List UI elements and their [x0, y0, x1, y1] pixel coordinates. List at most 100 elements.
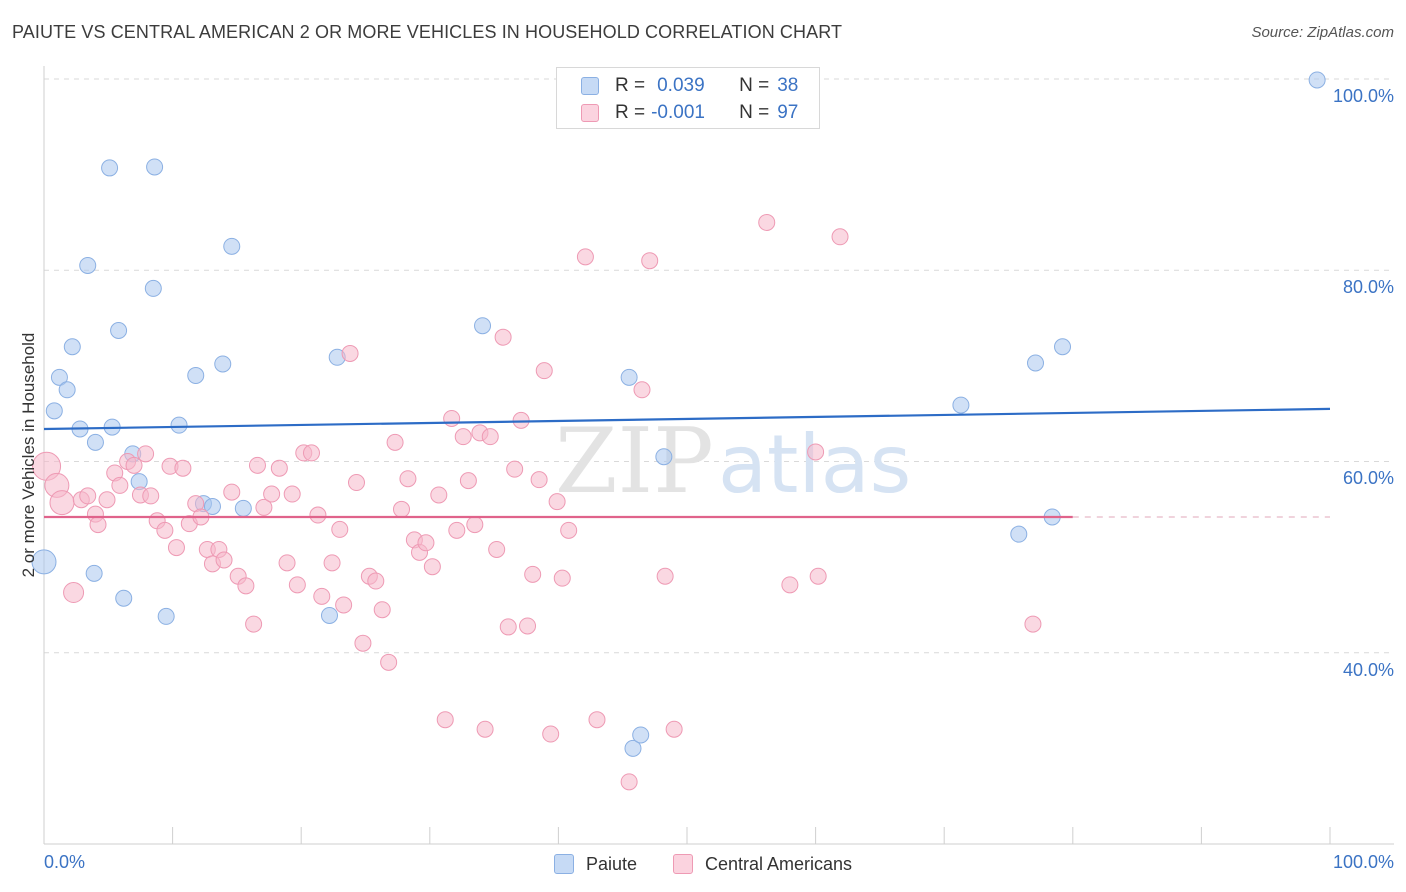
- data-point: [156, 521, 174, 539]
- n-value: 38: [777, 75, 799, 96]
- data-point: [576, 248, 594, 266]
- data-point: [85, 564, 103, 582]
- y-tick-label: 40.0%: [1342, 660, 1394, 680]
- data-point: [223, 483, 241, 501]
- source-label: Source: ZipAtlas.com: [1251, 24, 1394, 41]
- data-point: [393, 500, 411, 518]
- data-point: [548, 493, 566, 511]
- data-point: [270, 459, 288, 477]
- data-point: [110, 321, 128, 339]
- data-point: [248, 456, 266, 474]
- stats-row-paiute: R = 0.039 N = 38: [581, 74, 798, 98]
- data-point: [488, 540, 506, 558]
- data-point: [215, 551, 233, 569]
- r-value: 0.039: [657, 75, 705, 96]
- data-point: [354, 634, 372, 652]
- legend-item-paiute: Paiute: [553, 853, 637, 875]
- data-point: [335, 596, 353, 614]
- paiute-points: [31, 71, 1326, 757]
- data-point: [283, 485, 301, 503]
- n-value: 97: [777, 102, 799, 123]
- data-point: [79, 256, 97, 274]
- grid-layer: [44, 78, 1394, 654]
- data-point: [665, 720, 683, 738]
- data-point: [86, 433, 104, 451]
- y-tick-label: 60.0%: [1342, 468, 1394, 488]
- paiute-swatch: [581, 77, 599, 95]
- legend-item-central-americans: Central Americans: [672, 853, 853, 875]
- data-point: [373, 601, 391, 619]
- data-point: [223, 237, 241, 255]
- data-point: [1308, 71, 1326, 89]
- data-point: [237, 577, 255, 595]
- data-point: [1054, 338, 1072, 356]
- data-point: [831, 228, 849, 246]
- data-point: [323, 554, 341, 572]
- data-point: [187, 366, 205, 384]
- data-point: [214, 355, 232, 373]
- watermark: ZIP atlas: [555, 409, 911, 514]
- data-point: [98, 491, 116, 509]
- legend-label: Central Americans: [704, 853, 853, 874]
- paiute-swatch: [553, 854, 574, 874]
- central-americans-swatch: [581, 104, 599, 122]
- y-tick-label: 100.0%: [1332, 86, 1394, 106]
- data-point: [31, 549, 57, 575]
- data-point: [167, 539, 185, 557]
- data-point: [45, 402, 63, 420]
- data-point: [255, 498, 273, 516]
- data-point: [758, 213, 776, 231]
- data-point: [203, 497, 221, 515]
- data-point: [436, 711, 454, 729]
- data-point: [89, 516, 107, 534]
- data-point: [63, 582, 85, 604]
- data-point: [524, 565, 542, 583]
- data-point: [809, 567, 827, 585]
- data-point: [320, 606, 338, 624]
- data-point: [553, 569, 571, 587]
- data-point: [341, 344, 359, 362]
- data-point: [430, 486, 448, 504]
- r-value: -0.001: [651, 102, 705, 123]
- data-point: [170, 416, 188, 434]
- central-americans-points: [32, 213, 1042, 791]
- data-point: [125, 456, 143, 474]
- data-point: [474, 317, 492, 335]
- trend-lines: [43, 407, 1331, 519]
- watermark-atlas: atlas: [718, 418, 911, 511]
- data-point: [530, 471, 548, 489]
- data-point: [417, 534, 435, 552]
- data-point: [157, 607, 175, 625]
- data-point: [641, 252, 659, 270]
- data-point: [234, 499, 252, 517]
- data-point: [144, 279, 162, 297]
- data-point: [506, 460, 524, 478]
- data-point: [142, 487, 160, 505]
- legend-label: Paiute: [585, 853, 637, 874]
- data-point: [1024, 615, 1042, 633]
- chart-title: PAIUTE VS CENTRAL AMERICAN 2 OR MORE VEH…: [12, 22, 843, 42]
- n-label: N =: [739, 75, 770, 96]
- series-legend: Paiute Central Americans: [0, 852, 1406, 876]
- stats-row-central-americans: R = -0.001 N = 97: [581, 101, 798, 125]
- data-point: [386, 433, 404, 451]
- data-point: [624, 739, 642, 757]
- data-point: [656, 567, 674, 585]
- x-tick-label-min: 0.0%: [44, 852, 86, 872]
- data-point: [499, 618, 517, 636]
- data-point: [50, 368, 68, 386]
- data-point: [331, 520, 349, 538]
- paiute-trend-line: [43, 407, 1331, 431]
- data-point: [288, 576, 306, 594]
- data-point: [174, 459, 192, 477]
- r-label: R =: [615, 75, 646, 96]
- data-point: [466, 516, 484, 534]
- data-point: [588, 711, 606, 729]
- data-point: [952, 396, 970, 414]
- data-point: [633, 381, 651, 399]
- data-point: [454, 428, 472, 446]
- y-tick-label: 80.0%: [1342, 277, 1394, 297]
- data-point: [146, 158, 164, 176]
- data-point: [63, 338, 81, 356]
